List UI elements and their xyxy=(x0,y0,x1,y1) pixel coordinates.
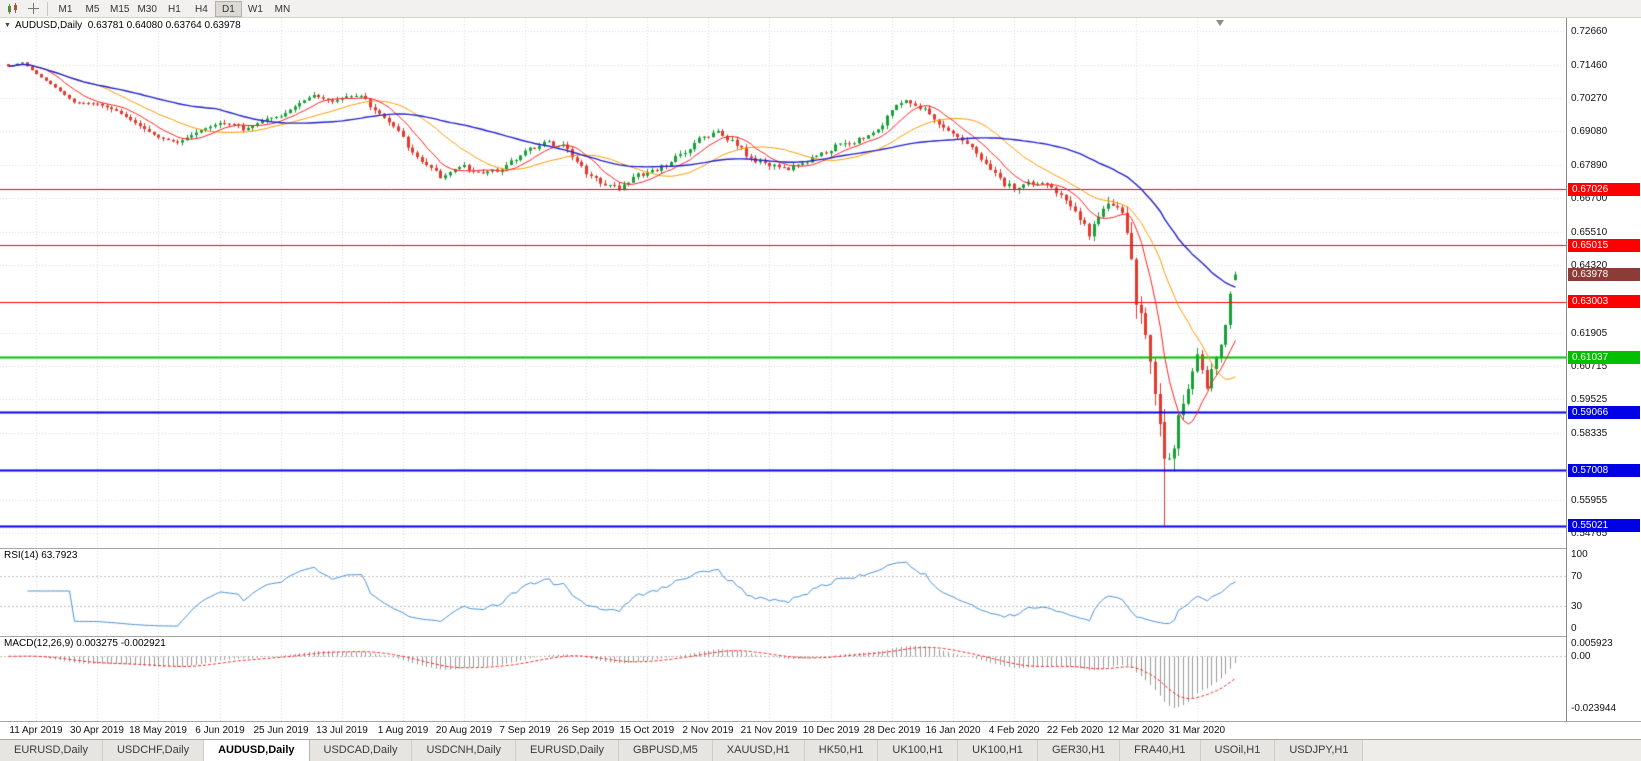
hline-price-badge: 0.67026 xyxy=(1568,182,1640,196)
price-tick-label: 0.54765 xyxy=(1571,527,1608,539)
timeframe-button-w1[interactable]: W1 xyxy=(247,3,263,15)
rsi-label: RSI(14) 63.7923 xyxy=(4,550,78,561)
price-tick-label: 0.60715 xyxy=(1571,361,1608,373)
date-tick-label: 30 Apr 2019 xyxy=(70,725,124,736)
charts-icon[interactable] xyxy=(3,1,23,17)
timeframe-button-d1[interactable]: D1 xyxy=(214,0,242,17)
date-tick-label: 1 Aug 2019 xyxy=(377,725,429,736)
chart-title: ▼ AUDUSD,Daily 0.63781 0.64080 0.63764 0.… xyxy=(4,20,241,31)
rsi-indicator-canvas[interactable] xyxy=(0,548,1566,636)
panel-separator[interactable] xyxy=(0,636,1641,637)
ohlc-values: 0.63781 0.64080 0.63764 0.63978 xyxy=(87,20,241,31)
macd-label: MACD(12,26,9) 0.003275 -0.002921 xyxy=(4,638,166,649)
time-scale-axis[interactable]: 11 Apr 2019 30 Apr 2019 18 May 2019 6 Jun 2… xyxy=(0,721,1641,739)
date-tick-label: 18 May 2019 xyxy=(129,725,187,736)
date-tick-label: 25 Jun 2019 xyxy=(253,725,309,736)
chart-tab-fra40-h1[interactable]: FRA40,H1 xyxy=(1120,740,1201,761)
date-tick-label: 10 Dec 2019 xyxy=(802,725,860,736)
date-tick-label: 28 Dec 2019 xyxy=(863,725,921,736)
timeframe-button-m1[interactable]: M1 xyxy=(58,3,73,15)
rsi-tick-label: 0 xyxy=(1571,623,1577,634)
macd-tick-label: 0.00 xyxy=(1571,651,1591,663)
macd-tick-label: 0.005923 xyxy=(1571,638,1613,650)
chart-tab-usdcad-daily[interactable]: USDCAD,Daily xyxy=(309,740,413,761)
rsi-tick-label: 100 xyxy=(1571,549,1588,560)
rsi-tick-label: 70 xyxy=(1571,571,1583,583)
chart-tab-gbpusd-m5[interactable]: GBPUSD,M5 xyxy=(619,740,713,761)
chart-tab-uk100-h1[interactable]: UK100,H1 xyxy=(878,740,959,761)
date-tick-label: 7 Sep 2019 xyxy=(499,725,551,736)
price-tick-label: 0.71460 xyxy=(1571,59,1608,71)
chart-tab-audusd-daily[interactable]: AUDUSD,Daily xyxy=(204,740,310,761)
hline-price-badge: 0.63003 xyxy=(1568,295,1640,309)
hline-price-badge: 0.57008 xyxy=(1568,463,1640,477)
date-tick-label: 20 Aug 2019 xyxy=(435,725,493,736)
date-tick-label: 22 Feb 2020 xyxy=(1046,725,1104,736)
top-toolbar: M1 M5 M15 M30 H1 H4 D1 W1 MN xyxy=(0,0,1641,18)
price-tick-label: 0.72660 xyxy=(1571,26,1608,37)
chart-tab-xauusd-h1[interactable]: XAUUSD,H1 xyxy=(712,740,805,761)
timeframe-button-h4[interactable]: H4 xyxy=(195,3,208,15)
date-tick-label: 4 Feb 2020 xyxy=(988,725,1040,736)
chart-tab-ger30-h1[interactable]: GER30,H1 xyxy=(1037,740,1121,761)
candlestick-glyph xyxy=(8,2,17,14)
current-price-badge: 0.63978 xyxy=(1568,268,1640,282)
macd-tick-label: -0.023944 xyxy=(1571,703,1617,715)
price-tick-label: 0.55955 xyxy=(1571,494,1608,506)
chart-tab-bar: EURUSD,Daily USDCHF,Daily AUDUSD,Daily USDC… xyxy=(0,739,1641,761)
date-tick-label: 2 Nov 2019 xyxy=(682,725,734,736)
hline-price-badge: 0.61037 xyxy=(1568,350,1640,364)
crosshair-icon[interactable] xyxy=(23,1,43,17)
hline-price-badge: 0.55021 xyxy=(1568,519,1640,533)
date-tick-label: 16 Jan 2020 xyxy=(925,725,981,736)
timeframe-button-h1[interactable]: H1 xyxy=(168,3,181,15)
chart-shift-marker[interactable] xyxy=(1216,20,1224,26)
price-tick-label: 0.67890 xyxy=(1571,159,1608,171)
panel-separator[interactable] xyxy=(0,548,1641,549)
symbol-timeframe-label: AUDUSD,Daily xyxy=(14,20,83,31)
chart-window: ▼ AUDUSD,Daily 0.63781 0.64080 0.63764 0.… xyxy=(0,18,1641,739)
date-tick-label: 6 Jun 2019 xyxy=(195,725,245,736)
date-tick-label: 21 Nov 2019 xyxy=(740,725,798,736)
timeframe-group: M1 M5 M15 M30 H1 H4 D1 W1 MN xyxy=(52,0,296,17)
date-tick-label: 13 Jul 2019 xyxy=(316,725,368,736)
chart-tab-eurusd-daily[interactable]: EURUSD,Daily xyxy=(516,740,619,761)
price-tick-label: 0.61905 xyxy=(1571,327,1608,339)
date-tick-label: 12 Mar 2020 xyxy=(1107,725,1165,736)
date-tick-label: 26 Sep 2019 xyxy=(557,725,615,736)
chart-tab-usdjpy-h1[interactable]: USDJPY,H1 xyxy=(1275,740,1364,761)
macd-indicator-canvas[interactable] xyxy=(0,636,1566,721)
chart-tab-eurusd-daily[interactable]: EURUSD,Daily xyxy=(0,740,103,761)
price-tick-label: 0.59525 xyxy=(1571,394,1608,406)
timeframe-button-m5[interactable]: M5 xyxy=(85,3,100,15)
price-chart-canvas[interactable] xyxy=(0,18,1566,548)
price-tick-label: 0.64320 xyxy=(1571,259,1608,271)
price-tick-label: 0.65510 xyxy=(1571,226,1608,238)
date-tick-label: 15 Oct 2019 xyxy=(619,725,675,736)
toolbar-separator xyxy=(47,1,48,16)
timeframe-button-mn[interactable]: MN xyxy=(274,3,291,15)
hline-price-badge: 0.59066 xyxy=(1568,405,1640,419)
hline-price-badge: 0.65015 xyxy=(1568,238,1640,252)
chart-tab-hk50-h1[interactable]: HK50,H1 xyxy=(804,740,879,761)
price-tick-label: 0.69080 xyxy=(1571,126,1608,138)
chart-tab-usoil-h1[interactable]: USOil,H1 xyxy=(1200,740,1276,761)
date-tick-label: 31 Mar 2020 xyxy=(1168,725,1226,736)
date-tick-label: 11 Apr 2019 xyxy=(9,725,63,736)
timeframe-button-m15[interactable]: M15 xyxy=(110,3,130,15)
chart-tab-uk100-h1[interactable]: UK100,H1 xyxy=(958,740,1038,761)
chart-tab-usdchf-daily[interactable]: USDCHF,Daily xyxy=(102,740,205,761)
quick-trade-arrow-icon[interactable]: ▼ xyxy=(4,22,11,29)
rsi-tick-label: 30 xyxy=(1571,600,1583,612)
price-tick-label: 0.66700 xyxy=(1571,193,1608,205)
price-tick-label: 0.58335 xyxy=(1571,427,1608,439)
chart-tab-usdcnh-daily[interactable]: USDCNH,Daily xyxy=(412,740,517,761)
timeframe-button-m30[interactable]: M30 xyxy=(137,3,157,15)
crosshair-glyph xyxy=(27,3,39,14)
price-tick-label: 0.70270 xyxy=(1571,93,1608,105)
price-scale-axis[interactable]: 0.72660 0.71460 0.70270 0.69080 0.67890 0.667… xyxy=(1566,18,1641,721)
